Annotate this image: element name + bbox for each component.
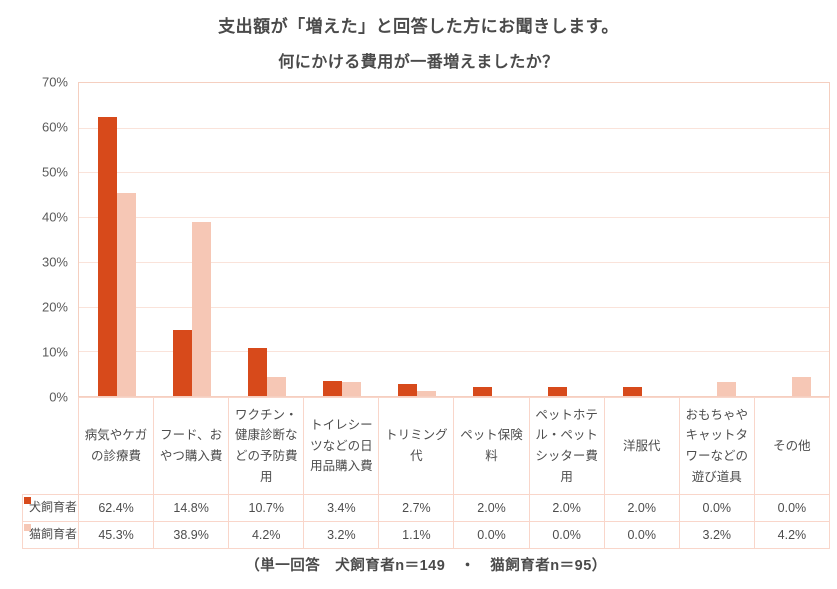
bar-group <box>304 83 379 396</box>
y-tick-label: 30% <box>41 254 68 270</box>
grid-line <box>79 261 829 263</box>
cat-owner-bar <box>266 377 286 396</box>
value-cell: 14.8% <box>153 494 230 522</box>
category-header-cell: ワクチン・健康診断などの予防費用 <box>228 397 305 495</box>
value-cell: 2.0% <box>453 494 530 522</box>
category-header-cell: フード、おやつ購入費 <box>153 397 230 495</box>
y-tick-label: 40% <box>41 209 68 225</box>
value-cell: 0.0% <box>678 494 755 522</box>
value-cell: 3.2% <box>678 521 755 549</box>
category-header-cell: 洋服代 <box>603 397 680 495</box>
data-table: 病気やケガの診療費 フード、おやつ購入費 ワクチン・健康診断などの予防費用 トイレシー… <box>22 397 831 549</box>
value-cell: 4.2% <box>753 521 831 549</box>
y-tick-label: 60% <box>41 119 68 135</box>
category-header-cell: おもちゃやキャットタワーなどの遊び道具 <box>678 397 755 495</box>
bar-group <box>79 83 154 396</box>
value-cell: 0.0% <box>453 521 530 549</box>
chart-title: 支出額が「増えた」と回答した方にお聞きします。 <box>218 17 619 36</box>
bar-group <box>604 83 679 396</box>
category-header-cell: トリミング代 <box>378 397 455 495</box>
value-cell: 1.1% <box>378 521 455 549</box>
bar-groups <box>79 83 829 396</box>
grid-line <box>79 172 829 174</box>
value-cell: 3.4% <box>303 494 380 522</box>
table-corner-cell <box>23 398 79 495</box>
y-tick-label: 10% <box>41 344 68 360</box>
legend-swatch <box>24 524 31 531</box>
y-tick-label: 20% <box>41 299 68 315</box>
grid-line <box>79 127 829 129</box>
value-cell: 10.7% <box>228 494 305 522</box>
value-cell: 62.4% <box>77 494 155 522</box>
dog-owner-bar <box>547 387 567 396</box>
grid-line <box>79 351 829 353</box>
survey-note: （単一回答 犬飼育者n＝149 ・ 猫飼育者n＝95） <box>245 558 607 574</box>
cat-owner-bar <box>791 377 811 396</box>
value-cell: 2.7% <box>378 494 455 522</box>
bar-group <box>454 83 529 396</box>
legend-swatch <box>24 497 31 504</box>
value-cell: 2.0% <box>603 494 680 522</box>
value-cell: 0.0% <box>603 521 680 549</box>
dog-owner-bar <box>397 383 417 396</box>
bar-group <box>754 83 829 396</box>
dog-owner-row-label: 犬飼育者 <box>22 494 79 522</box>
y-tick-label: 50% <box>41 164 68 180</box>
dog-owner-bar <box>97 116 117 396</box>
table-row: 猫飼育者 45.3% 38.9% 4.2% 3.2% 1.1% 0.0% 0.0% 0.0% 3.… <box>22 521 831 549</box>
y-tick-label: 70% <box>41 74 68 90</box>
bar-group <box>154 83 229 396</box>
value-cell: 3.2% <box>303 521 380 549</box>
value-cell: 45.3% <box>77 521 155 549</box>
value-cell: 0.0% <box>753 494 831 522</box>
cat-owner-bar <box>116 193 136 396</box>
chart-subtitle: 何にかける費用が一番増えましたか？ <box>278 54 559 71</box>
grid-line <box>79 217 829 219</box>
dog-owner-bar <box>622 387 642 396</box>
bar-group <box>379 83 454 396</box>
y-tick-label: 0% <box>49 389 68 405</box>
y-axis: 70% 60% 50% 40% 30% 20% 10% 0% <box>18 75 68 405</box>
category-header-cell: その他 <box>753 397 831 495</box>
table-header-row: 病気やケガの診療費 フード、おやつ購入費 ワクチン・健康診断などの予防費用 トイレシー… <box>23 397 831 495</box>
value-cell: 2.0% <box>528 494 605 522</box>
plot-area <box>78 82 830 397</box>
value-cell: 0.0% <box>528 521 605 549</box>
dog-owner-bar <box>322 380 342 396</box>
category-header-cell: 病気やケガの診療費 <box>77 397 155 495</box>
category-header-cell: ペットホテル・ペットシッター費用 <box>528 397 605 495</box>
dog-owner-bar <box>472 387 492 396</box>
category-header-cell: トイレシーツなどの日用品購入費 <box>303 397 380 495</box>
bar-group <box>679 83 754 396</box>
dog-owner-bar <box>247 348 267 396</box>
cat-owner-bar <box>341 381 361 396</box>
bar-group <box>529 83 604 396</box>
category-header-cell: ペット保険料 <box>453 397 530 495</box>
data-table-body: 病気やケガの診療費 フード、おやつ購入費 ワクチン・健康診断などの予防費用 トイレシー… <box>22 397 831 549</box>
dog-owner-bar <box>172 329 192 396</box>
grid-line <box>79 306 829 308</box>
value-cell: 4.2% <box>228 521 305 549</box>
cat-owner-bar <box>716 381 736 396</box>
cat-owner-bar <box>416 391 436 396</box>
cat-owner-row-label: 猫飼育者 <box>22 521 79 549</box>
bar-group <box>229 83 304 396</box>
cat-owner-bar <box>191 222 211 396</box>
table-row: 犬飼育者 62.4% 14.8% 10.7% 3.4% 2.7% 2.0% 2.0% 2.0% 0… <box>22 494 831 522</box>
value-cell: 38.9% <box>153 521 230 549</box>
